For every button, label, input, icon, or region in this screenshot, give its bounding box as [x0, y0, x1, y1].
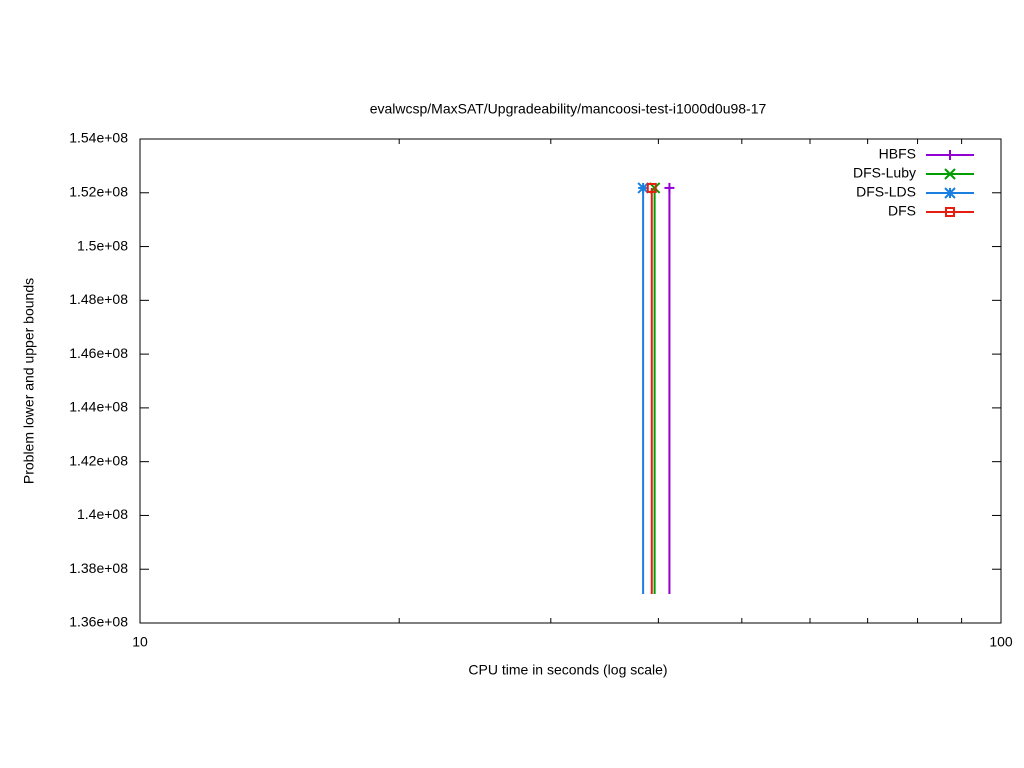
legend-marker — [944, 187, 956, 199]
chart-title: evalwcsp/MaxSAT/Upgradeability/mancoosi-… — [370, 101, 767, 117]
legend-marker — [945, 150, 955, 160]
legend-label: DFS — [888, 203, 916, 219]
y-tick-label: 1.44e+08 — [69, 399, 128, 415]
x-tick-label: 10 — [132, 634, 148, 650]
x-axis-label: CPU time in seconds (log scale) — [468, 662, 667, 678]
y-tick-label: 1.4e+08 — [77, 506, 128, 522]
legend-marker — [944, 168, 956, 180]
y-axis-label: Problem lower and upper bounds — [21, 278, 37, 484]
legend-label: DFS-LDS — [856, 184, 916, 200]
y-tick-label: 1.5e+08 — [77, 237, 128, 253]
y-tick-label: 1.42e+08 — [69, 452, 128, 468]
legend-marker — [945, 207, 955, 217]
y-tick-label: 1.38e+08 — [69, 560, 128, 576]
legend-label: DFS-Luby — [853, 165, 916, 181]
marker — [664, 182, 675, 193]
y-tick-label: 1.36e+08 — [69, 614, 128, 630]
y-tick-label: 1.46e+08 — [69, 345, 128, 361]
plot-border — [139, 138, 1002, 624]
x-tick-label: 100 — [989, 634, 1013, 650]
marker — [646, 182, 657, 193]
legend-label: HBFS — [879, 146, 916, 162]
y-tick-label: 1.48e+08 — [69, 291, 128, 307]
y-tick-label: 1.54e+08 — [69, 130, 128, 146]
marker — [637, 182, 649, 194]
y-tick-label: 1.52e+08 — [69, 183, 128, 199]
